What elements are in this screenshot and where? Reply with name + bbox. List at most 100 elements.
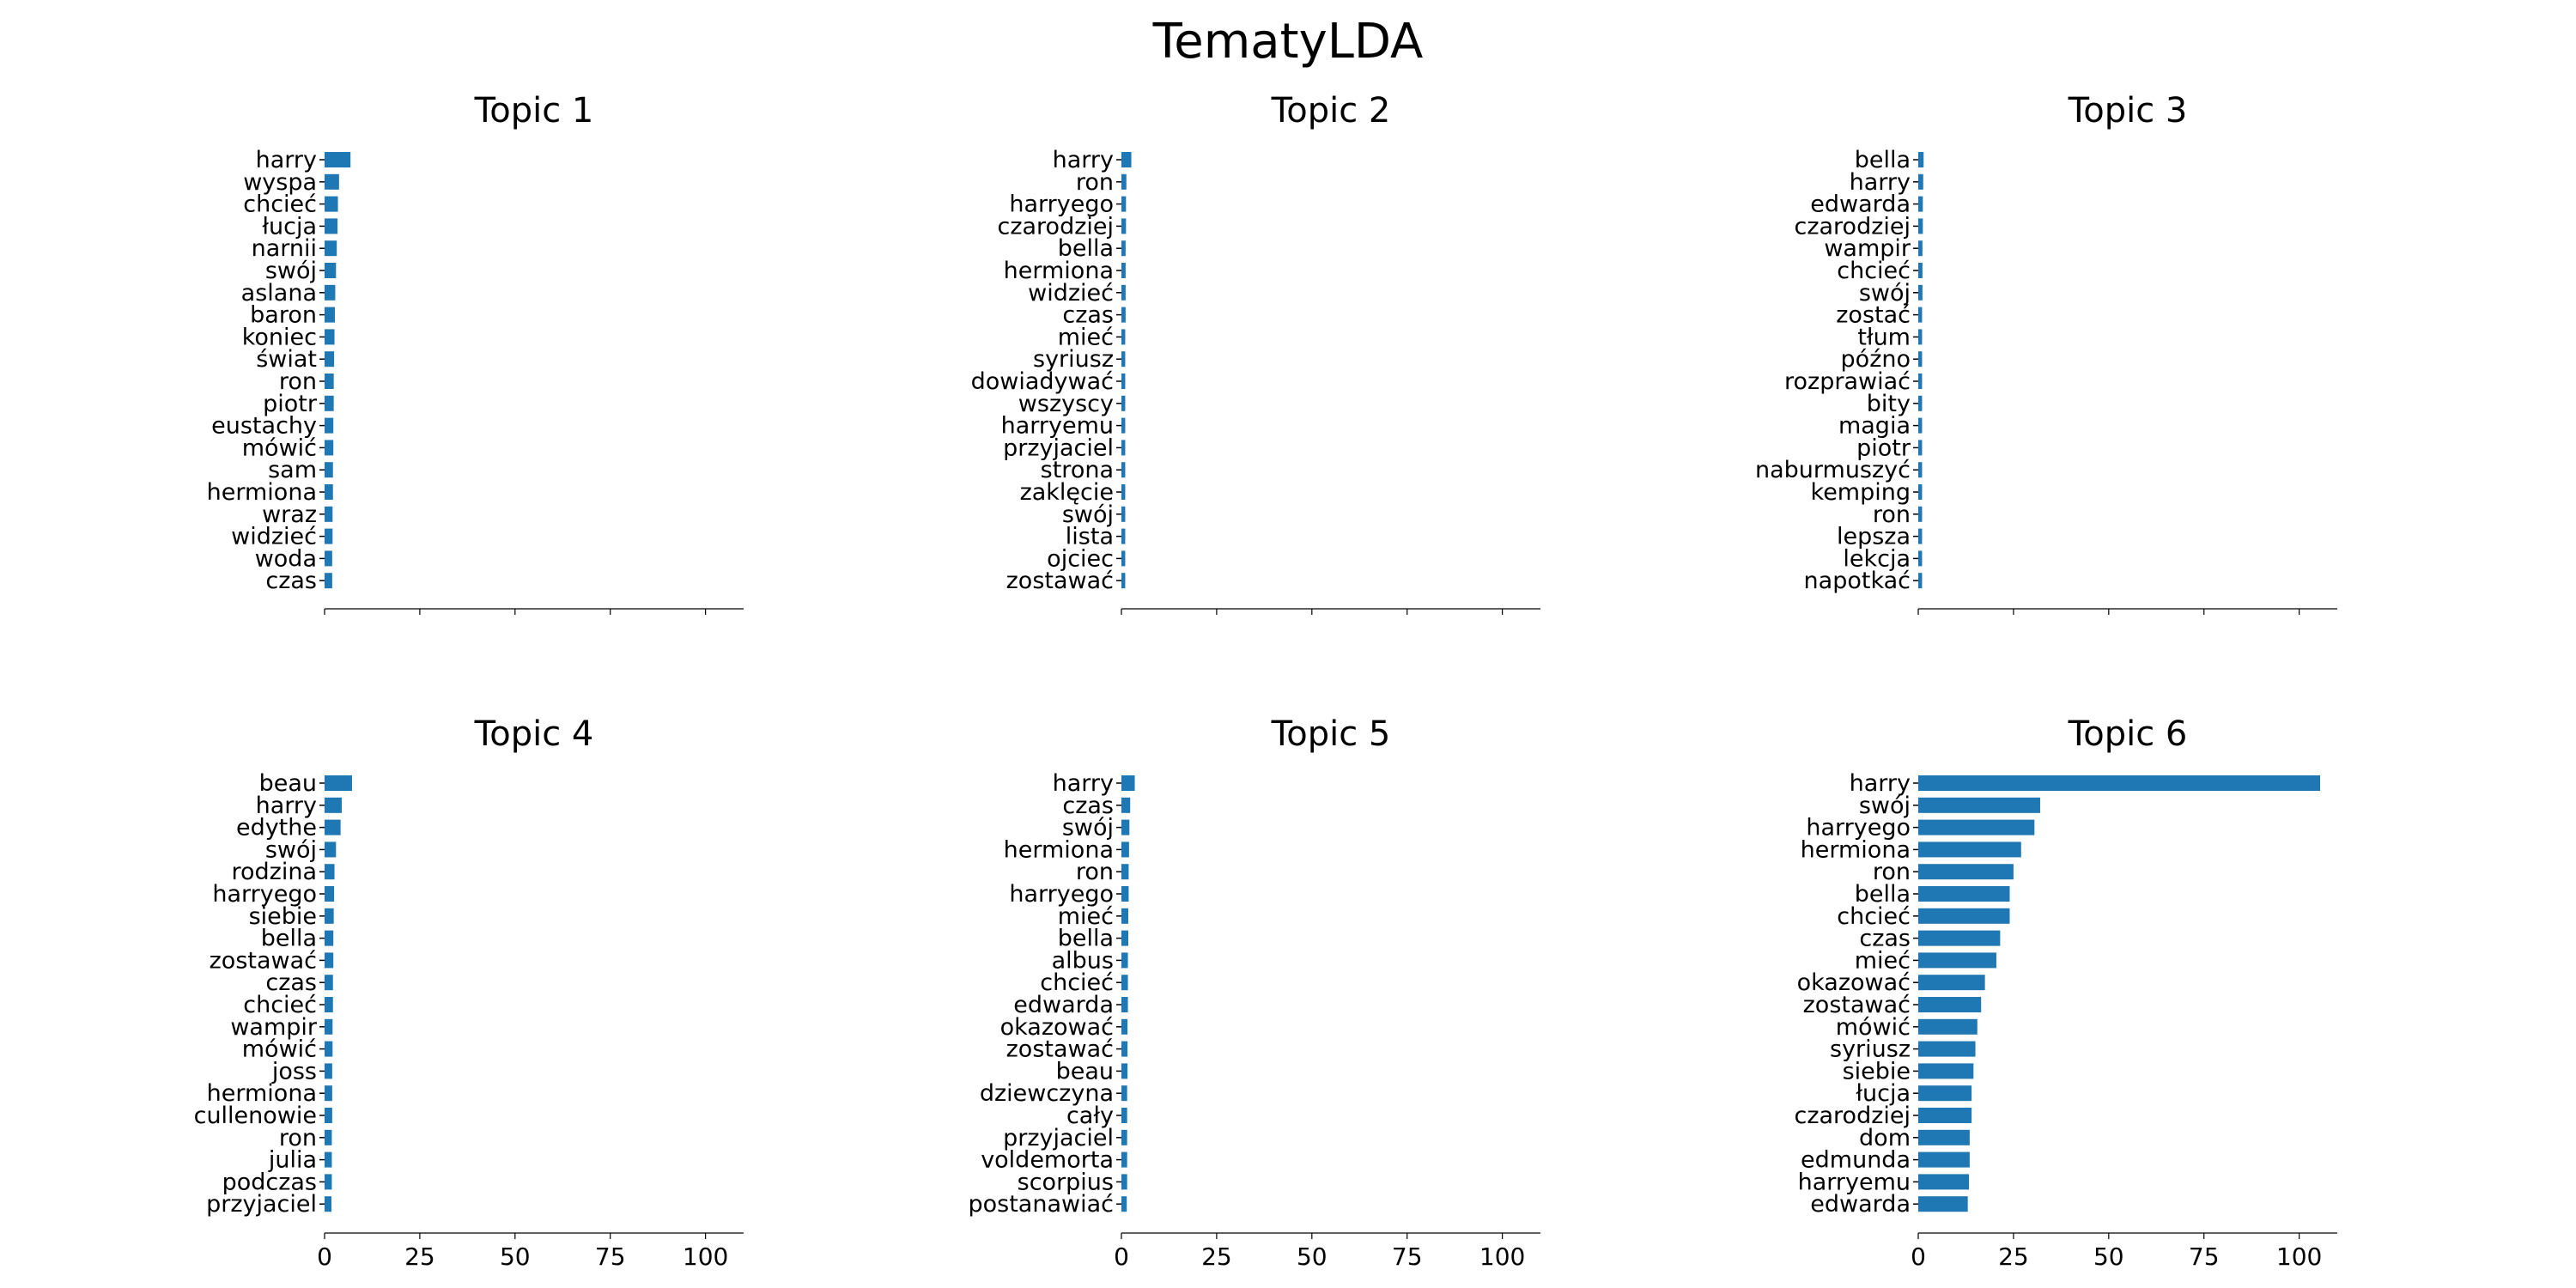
bar [1121,506,1126,522]
category-label: scorpius [1018,1169,1114,1195]
category-label: syriusz [1033,346,1114,373]
category-label: harry [256,147,317,173]
bar [325,997,333,1012]
bar [325,1196,331,1212]
bar [325,886,335,902]
bar [1918,506,1923,522]
bar [1121,307,1126,323]
bar [1121,975,1128,991]
subplot-topic-4: Topic 4 beauharryedytheswójrodzinaharryeg… [194,714,744,1271]
bar [1918,1108,1972,1123]
bar [1918,218,1923,234]
bar [325,196,338,212]
x-tick-label: 75 [1392,1242,1423,1271]
category-label: chcieć [243,191,317,218]
category-label: naburmuszyć [1755,457,1911,483]
category-label: zostawać [210,947,317,974]
bar [1918,1196,1968,1212]
bar [1918,841,2021,858]
bar [325,395,334,411]
bar [325,841,337,858]
bar [1121,462,1126,478]
category-label: harry [1850,770,1911,797]
x-tick-label: 50 [2093,1242,2124,1271]
category-label: ron [279,368,317,395]
category-label: mieć [1058,324,1114,350]
bar [325,351,335,368]
bar [325,1174,332,1190]
bar [1918,1151,1970,1168]
bar [1121,819,1130,835]
bar [1121,440,1126,456]
bar [1918,1018,1978,1035]
category-label: widzieć [1028,280,1114,307]
category-label: widzieć [231,524,317,550]
subplot-title: Topic 2 [1271,91,1391,131]
category-label: harry [1053,147,1114,173]
category-label: koniec [242,324,317,350]
category-label: łucja [262,213,317,240]
category-label: joss [271,1058,317,1084]
category-label: magia [1838,413,1911,440]
category-label: kemping [1811,479,1911,506]
bar [325,1151,332,1168]
x-tick-label: 100 [2276,1242,2322,1271]
bar [325,218,338,234]
bar [1918,307,1923,323]
category-label: voldemorta [981,1147,1114,1174]
bar [1918,374,1923,389]
category-label: beau [1056,1058,1114,1084]
bar [1121,395,1126,411]
bar [325,1018,333,1035]
bar [1918,351,1923,368]
category-label: rozprawiać [1784,368,1911,395]
category-label: hermiona [1004,258,1114,284]
category-label: baron [250,302,317,329]
category-label: chcieć [1837,258,1911,284]
category-label: tłum [1857,324,1911,350]
category-label: dziewczyna [980,1080,1114,1107]
category-label: wszyscy [1018,391,1114,417]
bar [1121,484,1126,500]
x-tick-label: 0 [317,1242,332,1271]
bar [325,775,352,791]
category-label: cały [1066,1103,1114,1129]
category-label: czarodziej [1794,213,1911,240]
category-label: ron [1076,169,1114,196]
category-label: harry [256,793,317,819]
category-label: swój [1062,815,1114,841]
category-label: siebie [249,903,317,930]
bar [1121,528,1126,544]
bar [1918,1129,1970,1145]
bar [325,797,342,813]
bar [1918,797,2040,813]
category-label: bella [1058,926,1114,952]
category-label: julia [268,1147,317,1174]
subplot-title: Topic 3 [2068,91,2188,131]
bar [325,528,333,544]
bar [1121,908,1128,924]
category-label: zaklęcie [1020,479,1114,506]
bar [325,864,335,880]
category-label: wampir [1824,235,1911,262]
bar [325,374,334,389]
category-label: chcieć [1040,969,1114,996]
subplot-topic-3: Topic 3 bellaharryedwardaczarodziejwampir… [1755,91,2337,615]
category-label: mówić [1836,1014,1911,1041]
category-label: bity [1867,391,1911,417]
bar [1918,1085,1972,1102]
bar [1121,1196,1127,1212]
bar [325,462,333,478]
category-label: mieć [1855,947,1911,974]
bar [1918,284,1923,301]
category-label: zostać [1836,302,1911,329]
bar [1121,573,1126,589]
category-label: beau [259,770,317,797]
bar [1918,462,1923,478]
bar [1121,1041,1128,1057]
bar [325,1108,332,1123]
bar [1121,775,1135,791]
category-label: edythe [236,815,317,841]
category-label: strona [1041,457,1114,483]
bar [1121,1108,1127,1123]
